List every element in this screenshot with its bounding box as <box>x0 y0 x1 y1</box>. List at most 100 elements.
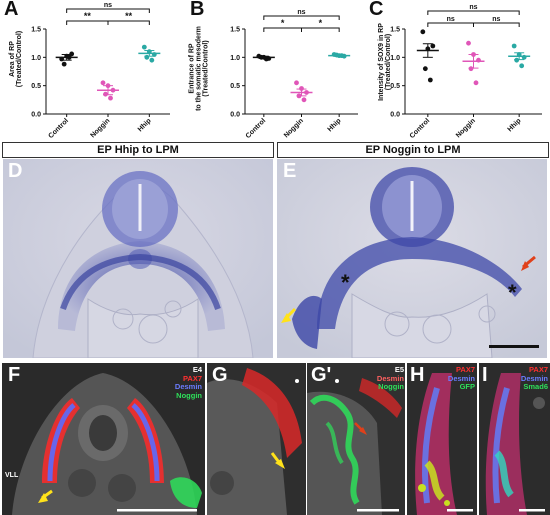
data-point <box>108 95 113 101</box>
panel-h-image <box>407 363 477 515</box>
significance-bracket <box>301 27 340 32</box>
x-tick-label: Control <box>48 117 71 140</box>
x-tick-label: Hhip <box>137 117 153 133</box>
data-point <box>103 91 108 97</box>
significance-bracket <box>473 22 520 27</box>
data-point <box>294 80 299 86</box>
panel-gp-legend: E5 Desmin Noggin <box>350 365 404 392</box>
vll-label: VLL <box>5 472 19 479</box>
significance-label: ns <box>297 9 305 16</box>
asterisk-e-left: * <box>341 270 350 295</box>
significance-bracket <box>263 27 302 32</box>
significance-label: ns <box>104 2 112 9</box>
data-point <box>422 66 428 72</box>
marker-desmin: Desmin <box>520 373 548 383</box>
y-tick-label: 0.5 <box>31 83 41 90</box>
stage-label: E5 <box>394 365 404 374</box>
y-tick-label: 0.5 <box>230 83 240 90</box>
data-point <box>144 54 150 60</box>
panel-label-g: G <box>212 364 228 386</box>
marker-desmin: Desmin <box>376 373 404 383</box>
panel-d-image <box>3 159 273 358</box>
stage-label: E4 <box>192 365 202 374</box>
chart-a-plot: 0.0 0.5 1.0 1.5 Control Noggin Hhip ns ** ** <box>31 2 170 140</box>
fluor-section-i <box>479 363 550 515</box>
y-tick-label: 0.0 <box>230 112 240 119</box>
panel-gp-image <box>307 363 405 515</box>
data-point <box>511 43 517 49</box>
y-tick-label: 1.0 <box>31 55 41 62</box>
chart-a: Area of RP (Treated/Control) 0.0 0.5 1.0 1.5… <box>0 0 182 140</box>
panel-d-header: EP Hhip to LPM <box>2 142 274 158</box>
data-point <box>420 29 426 35</box>
panel-i-image <box>479 363 550 515</box>
significance-bracket <box>427 10 520 15</box>
significance-label: ns <box>492 16 500 23</box>
data-point <box>100 80 106 86</box>
fluor-section-f <box>2 363 205 515</box>
marker-desmin: Desmin <box>447 373 475 383</box>
significance-label: * <box>281 18 285 28</box>
chart-b-ylabel: Entrance of RP to the somatic mesoderm (Tr… <box>188 26 210 111</box>
panel-h-legend: PAX7 Desmin GFP <box>430 365 475 392</box>
chart-a-ylabel: Area of RP (Treated/Control) <box>9 30 23 88</box>
data-point <box>69 51 75 57</box>
marker-noggin: Noggin <box>176 390 202 400</box>
y-tick-label: 0.0 <box>31 112 41 119</box>
data-point <box>468 66 474 72</box>
panel-label-b: B <box>190 0 205 20</box>
y-tick-label: 0.5 <box>390 83 400 90</box>
panel-label-d: D <box>8 160 23 182</box>
x-tick-label: Hhip <box>507 117 523 133</box>
data-point <box>299 86 304 91</box>
panel-label-e: E <box>283 160 297 182</box>
significance-bracket <box>66 20 109 25</box>
marker-desmin: Desmin <box>174 382 202 391</box>
marker-smad6: Smad6 <box>523 382 548 391</box>
panel-label-gp: G' <box>311 364 332 386</box>
significance-bracket <box>263 15 340 20</box>
panel-label-h: H <box>410 364 425 386</box>
marker-gfp: GFP <box>459 382 475 391</box>
x-tick-label: Control <box>245 117 268 140</box>
significance-label: ** <box>125 11 133 21</box>
data-point <box>301 97 307 103</box>
panel-f-legend: E4 PAX7 Desmin Noggin <box>140 365 202 400</box>
panel-label-a: A <box>4 0 19 20</box>
panel-f-image <box>2 363 205 515</box>
x-tick-label: Hhip <box>327 117 343 133</box>
data-point <box>430 43 436 49</box>
panel-label-i: I <box>482 364 488 386</box>
marker-pax7: PAX7 <box>455 365 475 374</box>
panel-g-image <box>207 363 306 515</box>
marker-pax7: PAX7 <box>182 373 202 383</box>
y-tick-label: 1.5 <box>230 27 240 34</box>
significance-bracket <box>66 8 150 13</box>
chart-b: Entrance of RP to the somatic mesoderm (Tr… <box>183 0 365 140</box>
significance-label: ** <box>84 11 92 21</box>
panel-label-c: C <box>369 0 384 20</box>
data-point <box>519 63 525 69</box>
panel-e-image <box>277 159 547 358</box>
x-tick-label: Control <box>409 117 432 140</box>
data-point <box>514 57 520 63</box>
y-tick-label: 1.5 <box>390 27 400 34</box>
panel-e-header: EP Noggin to LPM <box>277 142 549 158</box>
x-tick-label: Noggin <box>89 117 111 139</box>
data-point <box>149 57 155 63</box>
fluor-section-g <box>207 363 306 515</box>
x-tick-label: Noggin <box>283 117 305 139</box>
chart-c-plot: 0.0 0.5 1.0 1.5 Control Noggin Hhip ns ns ns <box>390 4 542 140</box>
y-tick-label: 1.0 <box>390 55 400 62</box>
chart-c-ylabel: Intensity of SOX9 in RP (Treated/Control) <box>378 23 392 101</box>
asterisk-e-right: * <box>508 280 517 305</box>
panel-label-f: F <box>8 364 21 386</box>
chart-b-plot: 0.0 0.5 1.0 1.5 Control Noggin Hhip ns * * <box>230 9 358 140</box>
significance-label: ns <box>447 16 455 23</box>
data-point <box>427 77 433 83</box>
data-point <box>466 40 471 46</box>
significance-label: ns <box>469 4 477 11</box>
ish-section-e <box>277 159 547 358</box>
x-tick-label: Noggin <box>455 117 477 139</box>
marker-noggin: Noggin <box>378 382 404 391</box>
